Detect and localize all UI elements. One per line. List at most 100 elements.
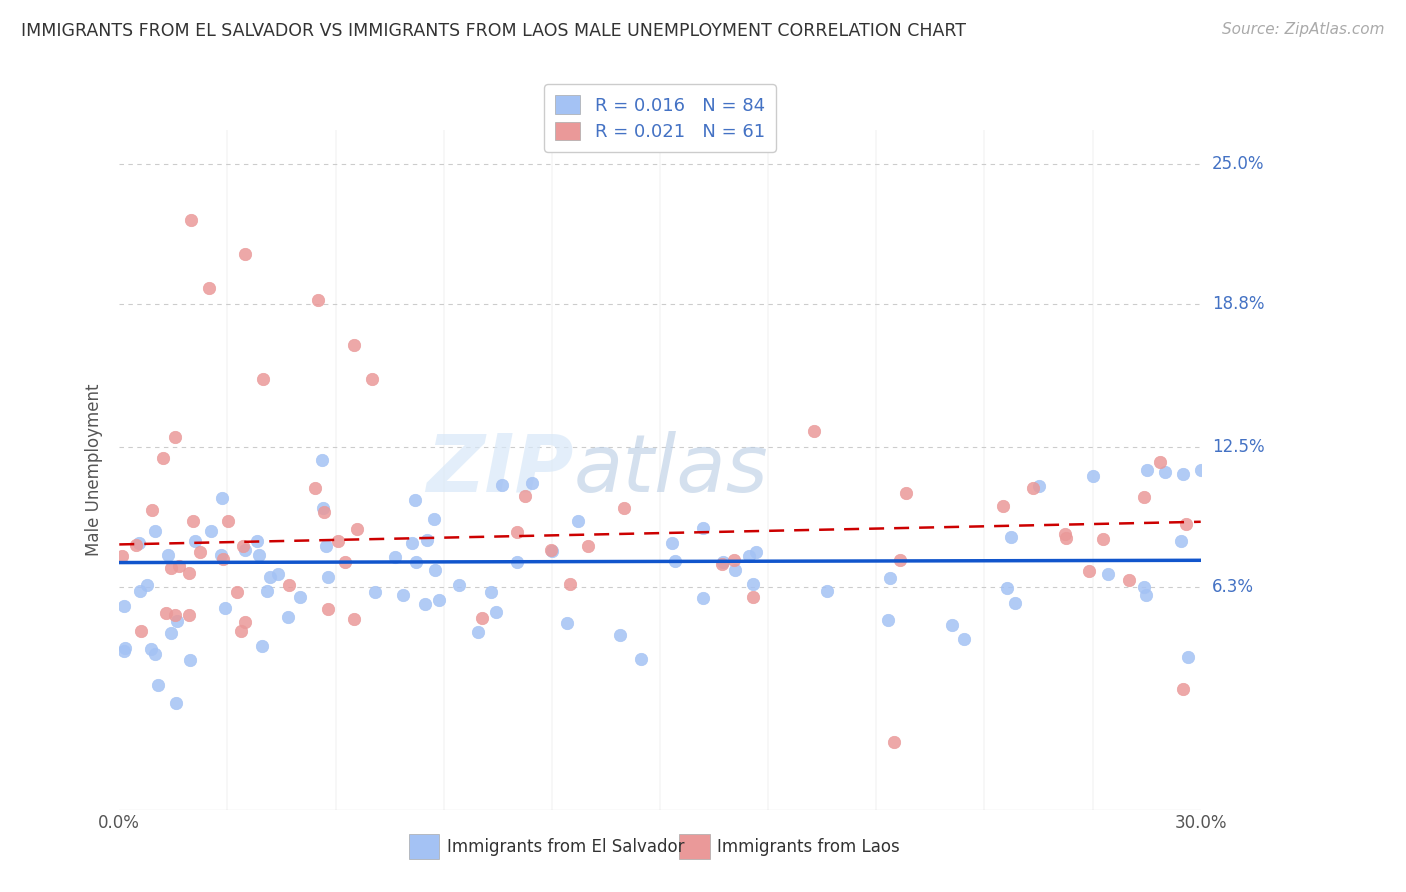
Point <box>991 500 1014 514</box>
Point <box>1054 531 1077 545</box>
Text: 6.3%: 6.3% <box>1212 579 1254 597</box>
Point <box>879 571 901 585</box>
Point <box>1092 532 1115 546</box>
Text: 18.8%: 18.8% <box>1212 295 1264 313</box>
Point <box>576 539 599 553</box>
Point <box>506 555 529 569</box>
Point <box>449 578 471 592</box>
Point <box>422 511 444 525</box>
Point <box>231 624 253 639</box>
Legend: R = 0.016   N = 84, R = 0.021   N = 61: R = 0.016 N = 84, R = 0.021 N = 61 <box>544 85 776 152</box>
Point <box>346 523 368 537</box>
Point <box>1149 455 1171 469</box>
Point <box>741 590 763 604</box>
Point <box>427 592 450 607</box>
Point <box>664 554 686 568</box>
Point <box>471 611 494 625</box>
Point <box>485 606 508 620</box>
Point <box>278 577 301 591</box>
Text: ZIP: ZIP <box>426 431 574 508</box>
Point <box>541 544 564 558</box>
Point <box>883 734 905 748</box>
Point <box>661 536 683 550</box>
Point <box>311 501 333 516</box>
Text: IMMIGRANTS FROM EL SALVADOR VS IMMIGRANTS FROM LAOS MALE UNEMPLOYMENT CORRELATIO: IMMIGRANTS FROM EL SALVADOR VS IMMIGRANT… <box>21 22 966 40</box>
Point <box>252 372 274 386</box>
Point <box>114 640 136 655</box>
Y-axis label: Male Unemployment: Male Unemployment <box>86 384 103 556</box>
Point <box>513 489 536 503</box>
Point <box>540 542 562 557</box>
Text: Source: ZipAtlas.com: Source: ZipAtlas.com <box>1222 22 1385 37</box>
Point <box>217 515 239 529</box>
Point <box>1132 580 1154 594</box>
Point <box>1097 567 1119 582</box>
Point <box>1135 589 1157 603</box>
Point <box>404 493 426 508</box>
Point <box>200 524 222 539</box>
Point <box>360 372 382 386</box>
Point <box>315 539 337 553</box>
Point <box>209 548 232 562</box>
Point <box>815 584 838 599</box>
Point <box>1000 530 1022 544</box>
Point <box>741 577 763 591</box>
Point <box>506 524 529 539</box>
Point <box>467 625 489 640</box>
Point <box>384 549 406 564</box>
Point <box>232 539 254 553</box>
Point <box>145 647 167 661</box>
Point <box>165 430 187 444</box>
Point <box>125 538 148 552</box>
Point <box>311 453 333 467</box>
Point <box>401 536 423 550</box>
Point <box>247 549 270 563</box>
Point <box>405 555 427 569</box>
Point <box>277 609 299 624</box>
Point <box>180 213 202 227</box>
Point <box>179 653 201 667</box>
Point <box>111 549 134 563</box>
Point <box>803 424 825 438</box>
Point <box>211 551 233 566</box>
Point <box>245 533 267 548</box>
Point <box>1175 517 1198 532</box>
Point <box>613 500 636 515</box>
Point <box>1153 465 1175 479</box>
Point <box>160 561 183 575</box>
Point <box>235 247 257 261</box>
Point <box>179 607 201 622</box>
Point <box>413 597 436 611</box>
Point <box>995 581 1018 595</box>
Point <box>1081 469 1104 483</box>
Point <box>318 569 340 583</box>
Point <box>214 601 236 615</box>
Text: 25.0%: 25.0% <box>1212 155 1264 173</box>
Point <box>1004 596 1026 610</box>
Point <box>143 524 166 538</box>
Point <box>558 576 581 591</box>
Point <box>1053 526 1076 541</box>
Point <box>711 555 734 569</box>
Point <box>724 563 747 577</box>
Point <box>1171 467 1194 482</box>
Point <box>112 599 135 613</box>
Point <box>166 615 188 629</box>
Point <box>114 644 136 658</box>
Point <box>1118 574 1140 588</box>
Text: Immigrants from El Salvador: Immigrants from El Salvador <box>447 838 685 855</box>
Point <box>165 607 187 622</box>
Point <box>1022 481 1045 495</box>
Text: atlas: atlas <box>574 431 768 508</box>
Point <box>326 534 349 549</box>
Point <box>342 338 364 352</box>
Point <box>567 514 589 528</box>
Point <box>1133 490 1156 504</box>
Point <box>250 639 273 653</box>
Point <box>479 584 502 599</box>
Point <box>745 545 768 559</box>
Point <box>157 548 180 562</box>
Point <box>256 583 278 598</box>
Point <box>181 514 204 528</box>
Point <box>738 549 761 563</box>
